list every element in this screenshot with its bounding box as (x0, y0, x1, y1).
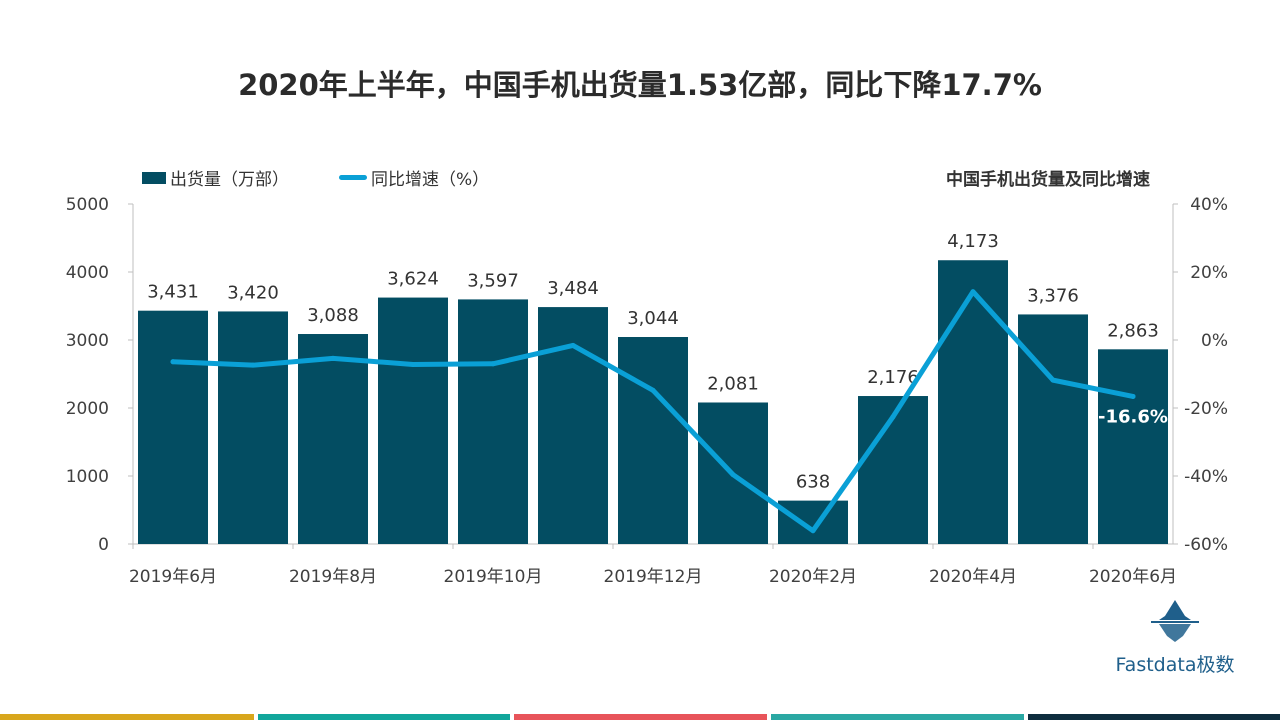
bar (618, 337, 688, 544)
y-left-tick-label: 0 (98, 535, 109, 555)
x-tick-label: 2019年8月 (289, 567, 377, 587)
y-right-tick-label: -60% (1184, 535, 1228, 555)
legend-label-growth: 同比增速（%） (371, 170, 490, 190)
bar (778, 500, 848, 544)
bar (298, 334, 368, 544)
bar (1098, 349, 1168, 544)
bar-value-label: 3,597 (467, 270, 519, 291)
footer-stripe-5 (1028, 714, 1280, 720)
y-left-tick-label: 5000 (66, 195, 109, 215)
growth-point (170, 359, 176, 365)
brand-logo: Fastdata极数 (1105, 596, 1245, 680)
bar-value-label: 2,081 (707, 373, 759, 394)
x-tick-label: 2020年2月 (769, 567, 857, 587)
bar (218, 311, 288, 544)
bar (1018, 314, 1088, 544)
bar-value-label: 638 (796, 472, 830, 493)
growth-point (650, 387, 656, 393)
footer-stripe-3 (514, 714, 767, 720)
iceberg-logo-icon (1151, 600, 1199, 642)
footer-stripe-4 (771, 714, 1024, 720)
bar (938, 260, 1008, 544)
page-title: 2020年上半年，中国手机出货量1.53亿部，同比下降17.7% (238, 68, 1042, 102)
growth-point (810, 528, 816, 534)
bar (538, 307, 608, 544)
growth-point (1050, 377, 1056, 383)
y-right-tick-label: -20% (1184, 399, 1228, 419)
legend-item-growth: 同比增速（%） (339, 165, 489, 190)
growth-point (1130, 393, 1136, 399)
bar (458, 299, 528, 544)
x-tick-label: 2020年4月 (929, 567, 1017, 587)
y-right-tick-label: -40% (1184, 467, 1228, 487)
x-tick-label: 2019年12月 (604, 567, 703, 587)
x-tick-label: 2020年6月 (1089, 567, 1177, 587)
bar (138, 310, 208, 544)
brand-name: Fastdata极数 (1115, 654, 1235, 676)
legend-line-swatch (339, 175, 367, 180)
y-left-tick-label: 3000 (66, 331, 109, 351)
bar-value-label: 3,624 (387, 269, 439, 290)
growth-point-label: -16.6% (1098, 406, 1168, 427)
y-right-tick-label: 20% (1190, 263, 1228, 283)
x-tick-label: 2019年6月 (129, 567, 217, 587)
bar-value-label: 3,088 (307, 305, 359, 326)
bar (378, 297, 448, 544)
bar-value-label: 3,044 (627, 308, 679, 329)
y-right-tick-label: 40% (1190, 195, 1228, 215)
y-left-tick-label: 1000 (66, 467, 109, 487)
y-right-tick-label: 0% (1201, 331, 1228, 351)
growth-point (570, 342, 576, 348)
legend-label-shipments: 出货量（万部） (170, 170, 289, 190)
growth-point (250, 362, 256, 368)
bar-value-label: 2,176 (867, 367, 919, 388)
growth-point (890, 414, 896, 420)
legend-item-shipments: 出货量（万部） (142, 165, 289, 190)
y-left-tick-label: 2000 (66, 399, 109, 419)
growth-point (970, 289, 976, 295)
legend-bar-swatch (142, 171, 166, 184)
x-tick-label: 2019年10月 (444, 567, 543, 587)
footer-stripe-1 (0, 714, 254, 720)
bar-value-label: 3,376 (1027, 285, 1079, 306)
growth-point (730, 472, 736, 478)
chart-legend: 出货量（万部） 同比增速（%） (142, 165, 539, 190)
growth-point (330, 355, 336, 361)
bar-value-label: 3,484 (547, 278, 599, 299)
growth-point (490, 361, 496, 367)
bar-value-label: 4,173 (947, 231, 999, 252)
growth-point (410, 361, 416, 367)
footer-stripe-2 (258, 714, 510, 720)
y-left-tick-label: 4000 (66, 263, 109, 283)
bar-value-label: 2,863 (1107, 320, 1159, 341)
chart-subtitle: 中国手机出货量及同比增速 (946, 170, 1150, 190)
bar-value-label: 3,420 (227, 282, 279, 303)
bar-value-label: 3,431 (147, 282, 199, 303)
